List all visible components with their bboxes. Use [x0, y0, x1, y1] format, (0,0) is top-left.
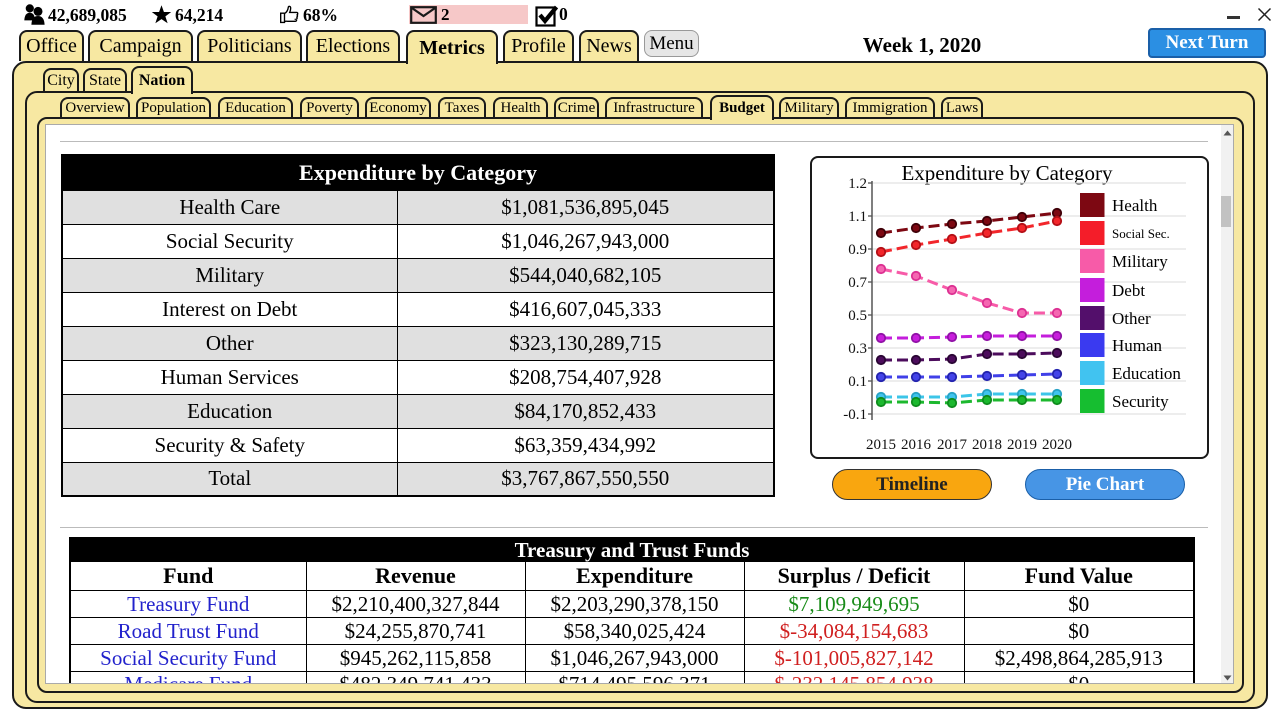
- svg-text:Security: Security: [1112, 392, 1169, 411]
- svg-text:2016: 2016: [901, 437, 932, 453]
- svg-text:1.1: 1.1: [848, 209, 867, 225]
- svg-text:0.5: 0.5: [848, 308, 867, 324]
- svg-text:2017: 2017: [937, 437, 968, 453]
- svg-text:Health: Health: [1112, 196, 1158, 215]
- svg-text:2018: 2018: [972, 437, 1002, 453]
- svg-text:0.7: 0.7: [848, 275, 867, 291]
- svg-text:Military: Military: [1112, 252, 1168, 271]
- svg-text:0.3: 0.3: [848, 341, 867, 357]
- svg-text:Debt: Debt: [1112, 281, 1145, 300]
- svg-text:2015: 2015: [866, 437, 896, 453]
- svg-text:-0.1: -0.1: [843, 407, 867, 423]
- svg-text:Education: Education: [1112, 364, 1181, 383]
- svg-text:0.9: 0.9: [848, 242, 867, 258]
- svg-text:Human: Human: [1112, 336, 1163, 355]
- svg-text:0.1: 0.1: [848, 374, 867, 390]
- svg-text:2020: 2020: [1042, 437, 1072, 453]
- svg-text:Social Sec.: Social Sec.: [1112, 226, 1170, 241]
- svg-text:1.2: 1.2: [848, 176, 867, 192]
- svg-text:2019: 2019: [1007, 437, 1037, 453]
- svg-text:Other: Other: [1112, 309, 1151, 328]
- svg-text:Expenditure by Category: Expenditure by Category: [901, 161, 1113, 185]
